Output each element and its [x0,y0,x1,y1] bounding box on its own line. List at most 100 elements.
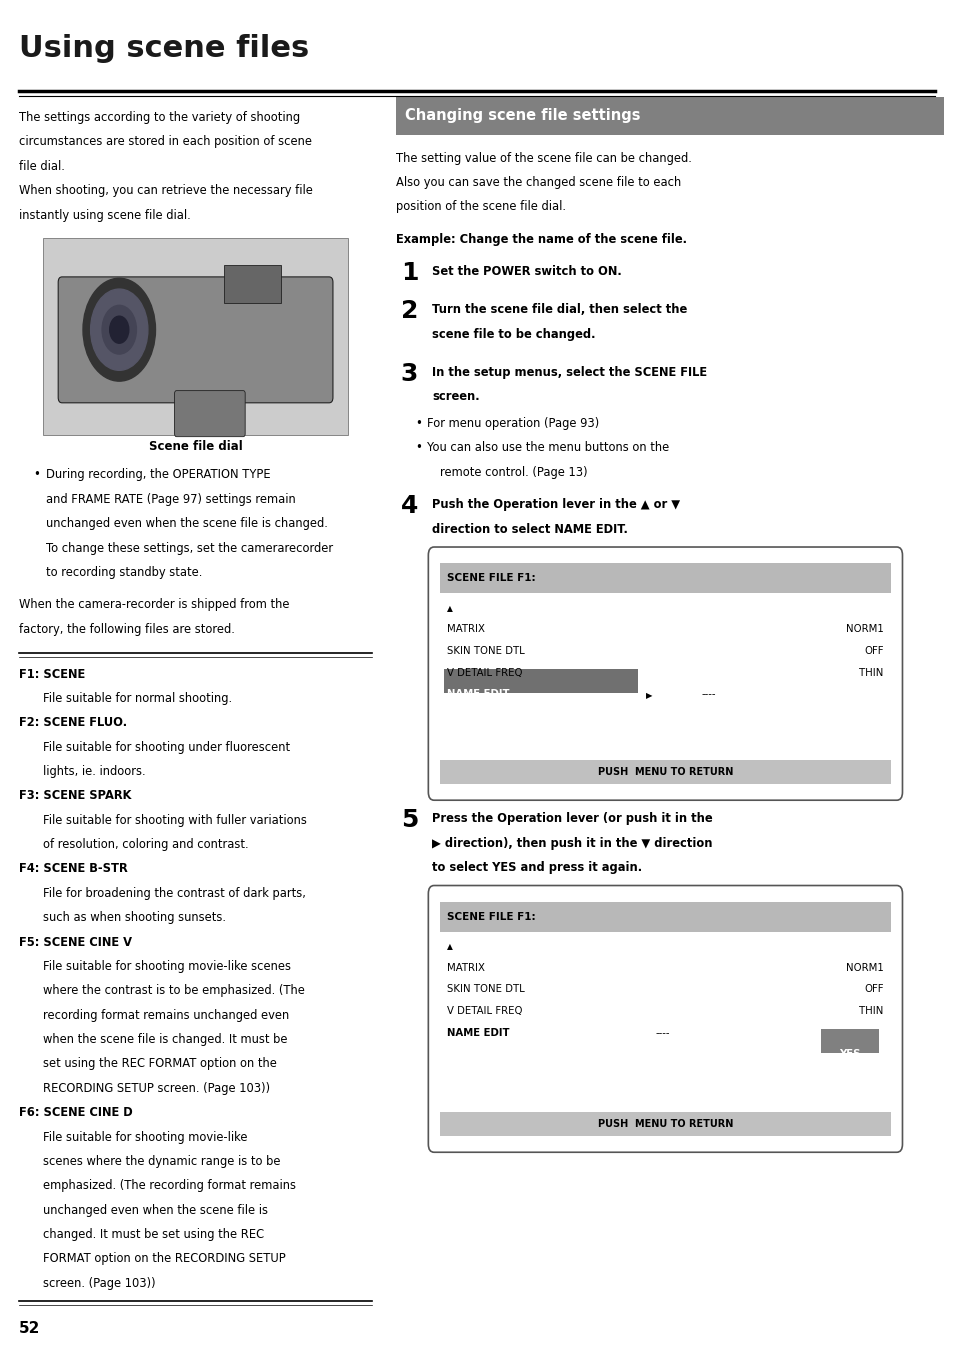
Text: SKIN TONE DTL: SKIN TONE DTL [447,646,524,655]
Text: scenes where the dynamic range is to be: scenes where the dynamic range is to be [43,1155,280,1169]
Text: NORM1: NORM1 [844,963,882,972]
Circle shape [83,279,155,382]
Text: FORMAT option on the RECORDING SETUP: FORMAT option on the RECORDING SETUP [43,1252,285,1266]
Text: V DETAIL FREQ: V DETAIL FREQ [447,1006,522,1016]
Text: 1: 1 [400,261,417,286]
Text: THIN: THIN [858,1006,882,1016]
Text: unchanged even when the scene file is changed.: unchanged even when the scene file is ch… [46,517,327,531]
FancyBboxPatch shape [58,278,333,403]
Text: Scene file dial: Scene file dial [149,440,242,454]
Text: File suitable for shooting under fluorescent: File suitable for shooting under fluores… [43,741,290,754]
Text: In the setup menus, select the SCENE FILE: In the setup menus, select the SCENE FIL… [432,366,706,379]
FancyBboxPatch shape [443,669,638,693]
Text: unchanged even when the scene file is: unchanged even when the scene file is [43,1204,268,1217]
Text: ▲: ▲ [447,604,453,613]
Text: factory, the following files are stored.: factory, the following files are stored. [19,623,234,636]
Text: NAME EDIT: NAME EDIT [447,1028,510,1037]
Text: lights, ie. indoors.: lights, ie. indoors. [43,765,146,779]
Text: ▶ direction), then push it in the ▼ direction: ▶ direction), then push it in the ▼ dire… [432,837,712,850]
Text: F5: SCENE CINE V: F5: SCENE CINE V [19,936,132,949]
Text: PUSH  MENU TO RETURN: PUSH MENU TO RETURN [598,766,732,777]
Text: ----: ---- [655,1028,669,1037]
Text: 52: 52 [19,1322,40,1336]
Text: OFF: OFF [863,646,882,655]
Text: OFF: OFF [863,984,882,994]
Text: MATRIX: MATRIX [447,624,485,634]
Text: Using scene files: Using scene files [19,34,309,62]
Text: scene file to be changed.: scene file to be changed. [432,328,595,341]
Text: where the contrast is to be emphasized. (The: where the contrast is to be emphasized. … [43,984,305,998]
Text: set using the REC FORMAT option on the: set using the REC FORMAT option on the [43,1057,276,1071]
FancyBboxPatch shape [174,391,245,437]
Text: SKIN TONE DTL: SKIN TONE DTL [447,984,524,994]
Text: File suitable for shooting movie-like scenes: File suitable for shooting movie-like sc… [43,960,291,974]
Text: SCENE FILE F1:: SCENE FILE F1: [447,573,536,584]
FancyBboxPatch shape [428,547,902,800]
Text: PUSH  MENU TO RETURN: PUSH MENU TO RETURN [598,1118,732,1129]
Text: When the camera-recorder is shipped from the: When the camera-recorder is shipped from… [19,598,290,612]
Text: 4: 4 [400,494,417,519]
Text: To change these settings, set the camerarecorder: To change these settings, set the camera… [46,542,333,555]
Text: 5: 5 [400,808,417,833]
Text: changed. It must be set using the REC: changed. It must be set using the REC [43,1228,264,1242]
Circle shape [110,317,129,344]
Text: of resolution, coloring and contrast.: of resolution, coloring and contrast. [43,838,249,852]
Text: Push the Operation lever in the ▲ or ▼: Push the Operation lever in the ▲ or ▼ [432,498,679,512]
FancyBboxPatch shape [439,760,890,784]
Text: RECORDING SETUP screen. (Page 103)): RECORDING SETUP screen. (Page 103)) [43,1082,270,1095]
Text: •: • [415,417,421,431]
Text: Set the POWER switch to ON.: Set the POWER switch to ON. [432,265,621,279]
FancyBboxPatch shape [43,238,348,435]
Text: 3: 3 [400,362,417,386]
FancyBboxPatch shape [439,1112,890,1136]
Text: when the scene file is changed. It must be: when the scene file is changed. It must … [43,1033,287,1047]
FancyBboxPatch shape [439,563,890,593]
Text: File suitable for shooting with fuller variations: File suitable for shooting with fuller v… [43,814,307,827]
Text: Example: Change the name of the scene file.: Example: Change the name of the scene fi… [395,233,686,246]
Text: THIN: THIN [858,668,882,677]
Text: V DETAIL FREQ: V DETAIL FREQ [447,668,522,677]
FancyBboxPatch shape [439,902,890,932]
Text: such as when shooting sunsets.: such as when shooting sunsets. [43,911,226,925]
Text: ----: ---- [701,689,716,699]
Text: The settings according to the variety of shooting: The settings according to the variety of… [19,111,300,125]
Circle shape [102,306,136,355]
Text: 2: 2 [400,299,417,324]
Text: F3: SCENE SPARK: F3: SCENE SPARK [19,789,132,803]
Text: recording format remains unchanged even: recording format remains unchanged even [43,1009,289,1022]
Text: F4: SCENE B-STR: F4: SCENE B-STR [19,862,128,876]
Text: and FRAME RATE (Page 97) settings remain: and FRAME RATE (Page 97) settings remain [46,493,295,506]
Text: screen. (Page 103)): screen. (Page 103)) [43,1277,155,1290]
Text: SCENE FILE F1:: SCENE FILE F1: [447,911,536,922]
Text: ▲: ▲ [447,942,453,952]
Text: F1: SCENE: F1: SCENE [19,668,85,681]
Text: remote control. (Page 13): remote control. (Page 13) [439,466,587,479]
Text: Changing scene file settings: Changing scene file settings [405,107,640,123]
Text: The setting value of the scene file can be changed.: The setting value of the scene file can … [395,152,691,165]
Text: •: • [415,441,421,455]
Text: circumstances are stored in each position of scene: circumstances are stored in each positio… [19,135,312,149]
Text: emphasized. (The recording format remains: emphasized. (The recording format remain… [43,1179,295,1193]
Text: •: • [33,468,40,482]
Text: You can also use the menu buttons on the: You can also use the menu buttons on the [427,441,669,455]
Text: screen.: screen. [432,390,479,403]
Text: MATRIX: MATRIX [447,963,485,972]
Text: Press the Operation lever (or push it in the: Press the Operation lever (or push it in… [432,812,712,826]
Text: instantly using scene file dial.: instantly using scene file dial. [19,209,191,222]
FancyBboxPatch shape [395,97,943,135]
Text: During recording, the OPERATION TYPE: During recording, the OPERATION TYPE [46,468,270,482]
Text: direction to select NAME EDIT.: direction to select NAME EDIT. [432,523,627,536]
FancyBboxPatch shape [224,265,281,303]
Text: F6: SCENE CINE D: F6: SCENE CINE D [19,1106,132,1120]
Text: NAME EDIT: NAME EDIT [447,689,510,699]
Text: File suitable for normal shooting.: File suitable for normal shooting. [43,692,232,705]
Text: to select YES and press it again.: to select YES and press it again. [432,861,641,875]
Circle shape [91,290,148,371]
Text: For menu operation (Page 93): For menu operation (Page 93) [427,417,599,431]
Text: YES: YES [839,1049,860,1059]
FancyBboxPatch shape [821,1029,878,1053]
Text: file dial.: file dial. [19,160,65,173]
Text: to recording standby state.: to recording standby state. [46,566,202,580]
Text: position of the scene file dial.: position of the scene file dial. [395,200,565,214]
Text: Turn the scene file dial, then select the: Turn the scene file dial, then select th… [432,303,687,317]
